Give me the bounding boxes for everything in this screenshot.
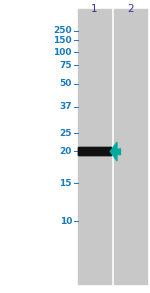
Bar <box>114 9 147 284</box>
Text: 100: 100 <box>54 48 72 57</box>
Text: 37: 37 <box>59 103 72 111</box>
Text: 15: 15 <box>60 179 72 188</box>
Bar <box>78 147 111 151</box>
Text: 10: 10 <box>60 217 72 226</box>
Bar <box>117 149 120 154</box>
Text: 20: 20 <box>60 147 72 156</box>
Text: 250: 250 <box>53 26 72 35</box>
Text: 75: 75 <box>59 61 72 69</box>
Text: 2: 2 <box>127 4 134 14</box>
Text: 1: 1 <box>91 4 98 14</box>
Bar <box>78 147 111 155</box>
Bar <box>78 9 111 284</box>
Bar <box>78 151 111 155</box>
Text: 50: 50 <box>60 79 72 88</box>
Text: 150: 150 <box>53 36 72 45</box>
Polygon shape <box>110 142 117 161</box>
Text: 25: 25 <box>60 129 72 138</box>
